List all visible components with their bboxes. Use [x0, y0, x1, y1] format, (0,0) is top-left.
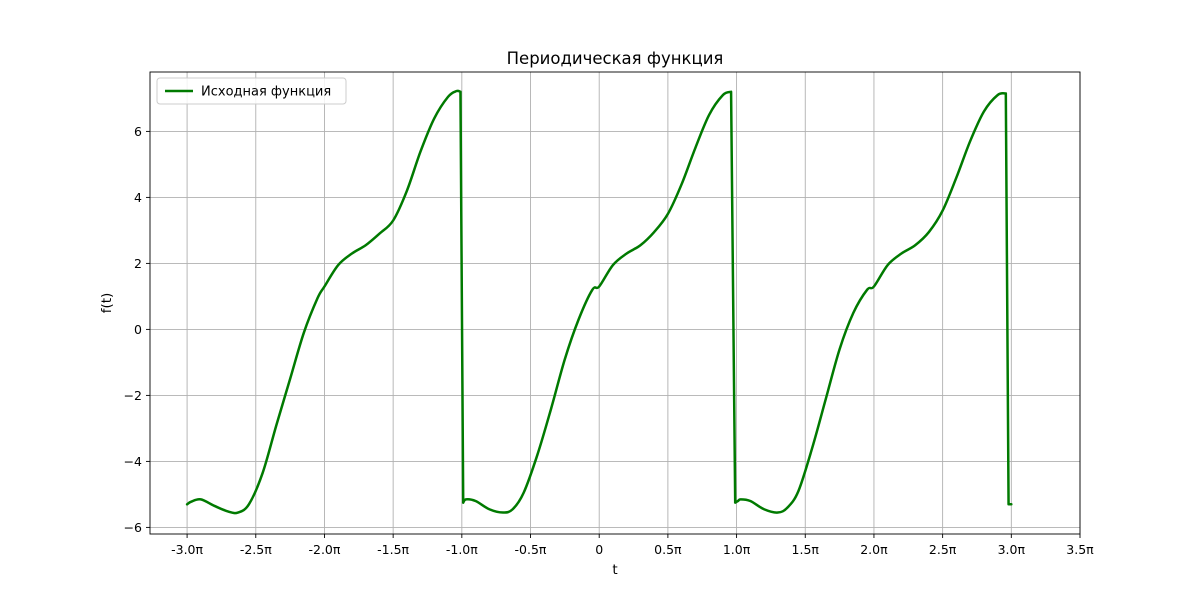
plot-area [150, 72, 1080, 534]
x-tick-label: -2.5π [240, 542, 272, 557]
y-tick-label: −4 [124, 454, 142, 469]
legend-box [156, 77, 347, 105]
plot-frame [149, 71, 1081, 535]
x-tick-label: -3.0π [171, 542, 203, 557]
legend: Исходная функция [156, 77, 347, 105]
grid [150, 72, 1081, 534]
x-tick-label: -1.0π [446, 542, 478, 557]
y-tick-label: −2 [124, 388, 142, 403]
series-line-0 [185, 89, 1013, 515]
x-tick-label: 2.0π [860, 542, 888, 557]
x-axis-ticks: -3.0π -2.5π -2.0π -1.5π -1.0π -0.5π 0 0.5π 1.0π 1… [171, 534, 1094, 557]
chart-title: Периодическая функция [507, 49, 724, 68]
y-tick-label: −6 [124, 520, 142, 535]
x-tick-label: 0 [595, 542, 603, 557]
x-tick-label: -2.0π [308, 542, 340, 557]
x-tick-label: 2.5π [929, 542, 957, 557]
y-axis-label: f(t) [99, 293, 115, 314]
legend-label: Исходная функция [201, 85, 331, 100]
x-tick-label: 0.5π [654, 542, 682, 557]
x-tick-label: 1.5π [792, 542, 820, 557]
series-layer [185, 89, 1013, 515]
y-tick-label: 4 [134, 190, 142, 205]
x-tick-label: 3.0π [998, 542, 1026, 557]
x-tick-label: -0.5π [515, 542, 547, 557]
y-tick-label: 2 [134, 256, 142, 271]
x-tick-label: 3.5π [1066, 542, 1094, 557]
x-tick-label: 1.0π [723, 542, 751, 557]
y-tick-label: 6 [134, 124, 142, 139]
x-axis-label: t [612, 562, 617, 578]
y-axis-ticks: −6 −4 −2 0 2 4 6 [124, 124, 150, 535]
y-tick-label: 0 [134, 322, 142, 337]
x-tick-label: -1.5π [377, 542, 409, 557]
